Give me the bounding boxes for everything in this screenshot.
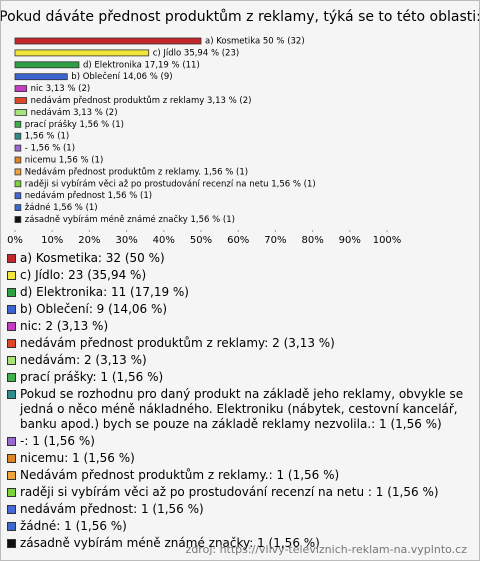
legend-label: nedávám přednost produktům z reklamy: 2 …: [20, 336, 335, 350]
bar: [14, 192, 22, 200]
legend-label: nedávám: 2 (3,13 %): [20, 353, 147, 367]
legend-swatch: [7, 437, 16, 446]
bar-label: nedávám přednost 1,56 % (1): [25, 191, 152, 201]
bar: [14, 61, 80, 69]
legend-swatch: [7, 339, 16, 348]
legend-label: c) Jídlo: 23 (35,94 %): [20, 268, 147, 282]
legend-swatch: [7, 254, 16, 263]
bar: [14, 85, 28, 92]
legend-swatch: [7, 322, 16, 331]
legend-label: Nedávám přednost produktům z reklamy.: 1…: [20, 468, 340, 482]
legend-swatch: [7, 271, 16, 280]
legend-item: žádné: 1 (1,56 %): [7, 519, 469, 534]
legend-label: -: 1 (1,56 %): [20, 434, 95, 448]
x-tick-label: 70%: [264, 235, 286, 246]
bar-label: nic 3,13 % (2): [31, 84, 91, 94]
legend-item: nedávám: 2 (3,13 %): [7, 353, 469, 368]
bar: [14, 204, 22, 212]
legend-item: c) Jídlo: 23 (35,94 %): [7, 268, 469, 283]
x-tick-label: 20%: [78, 235, 100, 246]
bar-label: b) Oblečení 14,06 % (9): [71, 71, 172, 82]
bar: [14, 144, 22, 152]
bar: [14, 37, 202, 45]
bar-label: žádné 1,56 % (1): [25, 202, 98, 213]
bar: [14, 97, 28, 104]
legend-item: b) Oblečení: 9 (14,06 %): [7, 302, 469, 317]
legend-swatch: [7, 373, 16, 382]
x-tick-label: 10%: [41, 235, 63, 246]
bar: [14, 156, 22, 164]
chart-title: Pokud dáváte přednost produktům z reklam…: [1, 9, 479, 25]
bar: [14, 168, 22, 176]
legend-label: a) Kosmetika: 32 (50 %): [20, 251, 165, 265]
legend-swatch: [7, 539, 16, 548]
bar: [14, 180, 22, 188]
bar-label: nedávám přednost produktům z reklamy 3,1…: [31, 95, 252, 106]
legend-item: nedávám přednost produktům z reklamy: 2 …: [7, 336, 469, 351]
bar-label: nedávám 3,13 % (2): [31, 108, 118, 118]
bar-label: 1,56 % (1): [25, 132, 69, 142]
bar-label: a) Kosmetika 50 % (32): [205, 37, 305, 47]
legend-item: nicemu: 1 (1,56 %): [7, 451, 469, 466]
legend-item: nedávám přednost: 1 (1,56 %): [7, 502, 469, 517]
legend-item: raději si vybírám věci až po prostudován…: [7, 485, 469, 500]
legend: a) Kosmetika: 32 (50 %) c) Jídlo: 23 (35,…: [7, 251, 469, 553]
bar: [14, 73, 68, 81]
legend-swatch: [7, 390, 16, 399]
legend-swatch: [7, 522, 16, 531]
legend-swatch: [7, 505, 16, 514]
x-tick-label: 60%: [227, 235, 249, 246]
legend-item: d) Elektronika: 11 (17,19 %): [7, 285, 469, 300]
bar-label: raději si vybírám věci až po prostudován…: [25, 179, 316, 189]
chart: Pokud dáváte přednost produktům z reklam…: [1, 9, 479, 246]
legend-label: nicemu: 1 (1,56 %): [20, 451, 135, 465]
bar-label: nicemu 1,56 % (1): [25, 156, 103, 166]
legend-item: Nedávám přednost produktům z reklamy.: 1…: [7, 468, 469, 483]
x-tick-label: 0%: [7, 235, 23, 246]
legend-label: nic: 2 (3,13 %): [20, 319, 109, 333]
x-tick-label: 80%: [301, 235, 323, 246]
legend-swatch: [7, 288, 16, 297]
x-tick-label: 50%: [190, 235, 212, 246]
x-tick-label: 40%: [153, 235, 175, 246]
legend-item: prací prášky: 1 (1,56 %): [7, 370, 469, 385]
bar: [14, 132, 22, 140]
bar: [14, 109, 28, 116]
legend-swatch: [7, 305, 16, 314]
legend-label: žádné: 1 (1,56 %): [20, 519, 127, 533]
legend-item: zásadně vybírám méně známé značky: 1 (1,…: [7, 536, 469, 551]
source: zdroj: https://vlivy-televiznich-reklam-…: [185, 543, 467, 556]
bar: [14, 216, 22, 223]
bar: [14, 49, 150, 57]
bar-label: Nedávám přednost produktům z reklamy. 1,…: [25, 166, 248, 177]
legend-label: prací prášky: 1 (1,56 %): [20, 370, 164, 384]
x-tick-label: 100%: [373, 235, 402, 246]
legend-swatch: [7, 356, 16, 365]
bar-label: d) Elektronika 17,19 % (11): [83, 60, 200, 70]
legend-label: d) Elektronika: 11 (17,19 %): [20, 285, 189, 299]
bar-label: - 1,56 % (1): [25, 144, 75, 154]
legend-label: zásadně vybírám méně známé značky: 1 (1,…: [20, 536, 320, 550]
bar-label: zásadně vybírám méně známé značky 1,56 %…: [25, 214, 235, 225]
legend-label: Pokud se rozhodnu pro daný produkt na zá…: [20, 387, 464, 431]
x-tick-label: 90%: [339, 235, 361, 246]
x-tick-label: 30%: [115, 235, 137, 246]
bar: [14, 120, 22, 128]
legend-item: nic: 2 (3,13 %): [7, 319, 469, 334]
legend-item: a) Kosmetika: 32 (50 %): [7, 251, 469, 266]
legend-label: nedávám přednost: 1 (1,56 %): [20, 502, 204, 516]
legend-swatch: [7, 454, 16, 463]
legend-label: raději si vybírám věci až po prostudován…: [20, 485, 439, 499]
legend-label: b) Oblečení: 9 (14,06 %): [20, 302, 168, 316]
bar-label: c) Jídlo 35,94 % (23): [153, 48, 239, 58]
legend-item: Pokud se rozhodnu pro daný produkt na zá…: [7, 387, 469, 432]
legend-swatch: [7, 471, 16, 480]
legend-swatch: [7, 488, 16, 497]
legend-item: -: 1 (1,56 %): [7, 434, 469, 449]
bar-label: prací prášky 1,56 % (1): [25, 119, 124, 130]
